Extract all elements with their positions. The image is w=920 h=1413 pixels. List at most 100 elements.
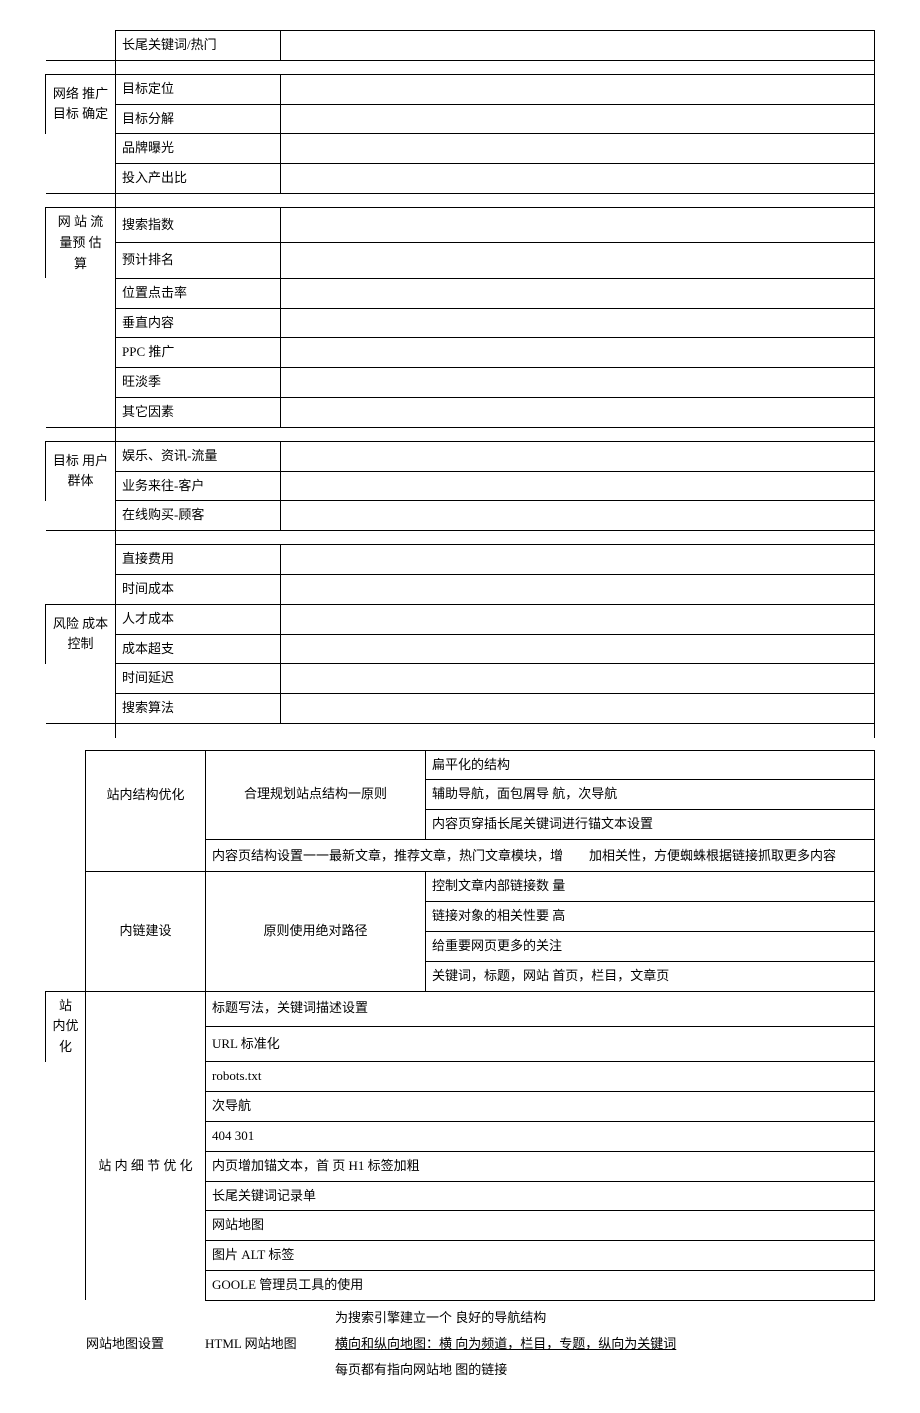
empty-cell bbox=[281, 398, 875, 428]
sitemap-block: 为搜索引擎建立一个 良好的导航结构 网站地图设置 HTML 网站地图 横向和纵向… bbox=[45, 1305, 875, 1383]
empty-cell bbox=[281, 471, 875, 501]
sitemap-line: 每页都有指向网站地 图的链接 bbox=[335, 1357, 875, 1383]
spacer-row bbox=[46, 531, 875, 545]
item: 链接对象的相关性要 高 bbox=[426, 902, 875, 932]
empty-cell bbox=[281, 338, 875, 368]
cell-label: 长尾关键词/热门 bbox=[116, 31, 281, 61]
cell-label: 搜索算法 bbox=[116, 694, 281, 724]
cell-label: 投入产出比 bbox=[116, 164, 281, 194]
sitemap-label: 网站地图设置 bbox=[45, 1331, 205, 1357]
section-header: 网络 推广目标 确定 bbox=[46, 74, 116, 134]
table-row: 网 站 流 量预 估 算 搜索指数 bbox=[46, 207, 875, 242]
table-row: 长尾关键词/热门 bbox=[46, 31, 875, 61]
table-row: 直接费用 bbox=[46, 545, 875, 575]
item: 内容页穿插长尾关键词进行锚文本设置 bbox=[426, 810, 875, 840]
item: 图片 ALT 标签 bbox=[206, 1241, 875, 1271]
spacer-row bbox=[46, 427, 875, 441]
item: 标题写法，关键词描述设置 bbox=[206, 991, 875, 1026]
note: 内容页结构设置一一最新文章，推荐文章，热门文章模块，增 加相关性，方便蜘蛛根据链… bbox=[206, 839, 875, 871]
empty-cell bbox=[281, 243, 875, 278]
empty-cell bbox=[281, 207, 875, 242]
section-header: 网 站 流 量预 估 算 bbox=[46, 207, 116, 278]
table-row: 旺淡季 bbox=[46, 368, 875, 398]
sitemap-line: 横向和纵向地图：横 向为频道，栏目，专题，纵向为关键词 bbox=[335, 1331, 875, 1357]
empty-cell bbox=[281, 575, 875, 605]
cell-label: 品牌曝光 bbox=[116, 134, 281, 164]
table-row: 预计排名 bbox=[46, 243, 875, 278]
cell-label: 时间成本 bbox=[116, 575, 281, 605]
cell-label: 其它因素 bbox=[116, 398, 281, 428]
sitemap-row: 每页都有指向网站地 图的链接 bbox=[45, 1357, 875, 1383]
empty-cell bbox=[281, 74, 875, 104]
item: 次导航 bbox=[206, 1092, 875, 1122]
cell-label: 人才成本 bbox=[116, 604, 281, 634]
item: 扁平化的结构 bbox=[426, 750, 875, 780]
empty-cell bbox=[281, 308, 875, 338]
cell-label: 娱乐、资讯-流量 bbox=[116, 441, 281, 471]
cell-label: 预计排名 bbox=[116, 243, 281, 278]
empty-cell bbox=[281, 694, 875, 724]
empty-cell bbox=[46, 31, 116, 61]
table-row: 网络 推广目标 确定 目标定位 bbox=[46, 74, 875, 104]
item: 控制文章内部链接数 量 bbox=[426, 872, 875, 902]
principle: 合理规划站点结构一原则 bbox=[206, 750, 426, 839]
sitemap-sublabel: HTML 网站地图 bbox=[205, 1331, 335, 1357]
sitemap-line: 为搜索引擎建立一个 良好的导航结构 bbox=[335, 1305, 875, 1331]
table-row: 风险 成本控制 人才成本 bbox=[46, 604, 875, 634]
cell-label: 时间延迟 bbox=[116, 664, 281, 694]
table-row: 时间延迟 bbox=[46, 664, 875, 694]
table-row: 搜索算法 bbox=[46, 694, 875, 724]
empty-cell bbox=[281, 134, 875, 164]
empty-cell bbox=[281, 31, 875, 61]
item: 内页增加锚文本，首 页 H1 标签加粗 bbox=[206, 1151, 875, 1181]
empty-cell bbox=[281, 634, 875, 664]
table-row: 在线购买-顾客 bbox=[46, 501, 875, 531]
table-row: 站内结构优化 合理规划站点结构一原则 扁平化的结构 bbox=[46, 750, 875, 780]
sitemap-row: 为搜索引擎建立一个 良好的导航结构 bbox=[45, 1305, 875, 1331]
group-label: 站内结构优化 bbox=[86, 750, 206, 839]
table-row: PPC 推广 bbox=[46, 338, 875, 368]
seo-structure-table: 站内结构优化 合理规划站点结构一原则 扁平化的结构 辅助导航，面包屑导 航，次导… bbox=[45, 750, 875, 1301]
item: 辅助导航，面包屑导 航，次导航 bbox=[426, 780, 875, 810]
empty-cell bbox=[281, 604, 875, 634]
table-row: 其它因素 bbox=[46, 398, 875, 428]
group-label: 内链建设 bbox=[86, 872, 206, 991]
item: URL 标准化 bbox=[206, 1026, 875, 1061]
empty-cell bbox=[281, 664, 875, 694]
table-row: 时间成本 bbox=[46, 575, 875, 605]
table-row: robots.txt bbox=[46, 1062, 875, 1092]
table-row: 垂直内容 bbox=[46, 308, 875, 338]
empty-cell bbox=[281, 545, 875, 575]
cell-label: 业务来往-客户 bbox=[116, 471, 281, 501]
group-label: 站 内 细 节 优 化 bbox=[86, 1151, 206, 1181]
cell-label: 旺淡季 bbox=[116, 368, 281, 398]
cell-label: 位置点击率 bbox=[116, 278, 281, 308]
item: 长尾关键词记录单 bbox=[206, 1181, 875, 1211]
empty-cell bbox=[281, 441, 875, 471]
cell-label: 搜索指数 bbox=[116, 207, 281, 242]
spacer-row bbox=[46, 60, 875, 74]
item: 404 301 bbox=[206, 1121, 875, 1151]
item: GOOLE 管理员工具的使用 bbox=[206, 1270, 875, 1300]
cell-label: 目标定位 bbox=[116, 74, 281, 104]
item: 网站地图 bbox=[206, 1211, 875, 1241]
item: 关键词，标题，网站 首页，栏目，文章页 bbox=[426, 961, 875, 991]
spacer-row bbox=[46, 193, 875, 207]
table-row: 位置点击率 bbox=[46, 278, 875, 308]
cell-label: 在线购买-顾客 bbox=[116, 501, 281, 531]
cell-label: 垂直内容 bbox=[116, 308, 281, 338]
cell-label: 目标分解 bbox=[116, 104, 281, 134]
table-row: 内容页结构设置一一最新文章，推荐文章，热门文章模块，增 加相关性，方便蜘蛛根据链… bbox=[46, 839, 875, 871]
empty-cell bbox=[281, 501, 875, 531]
table-row: 站 内 细 节 优 化 内页增加锚文本，首 页 H1 标签加粗 bbox=[46, 1151, 875, 1181]
cell-label: 成本超支 bbox=[116, 634, 281, 664]
empty-cell bbox=[281, 104, 875, 134]
table-row: 目标 用户群体 娱乐、资讯-流量 bbox=[46, 441, 875, 471]
table-row: 成本超支 bbox=[46, 634, 875, 664]
table-row: 投入产出比 bbox=[46, 164, 875, 194]
section-header: 目标 用户群体 bbox=[46, 441, 116, 501]
table-row: 品牌曝光 bbox=[46, 134, 875, 164]
empty-cell bbox=[281, 278, 875, 308]
table-row: 长尾关键词记录单 bbox=[46, 1181, 875, 1211]
planning-table: 长尾关键词/热门 网络 推广目标 确定 目标定位 目标分解 品牌曝光 投入产出比… bbox=[45, 30, 875, 738]
